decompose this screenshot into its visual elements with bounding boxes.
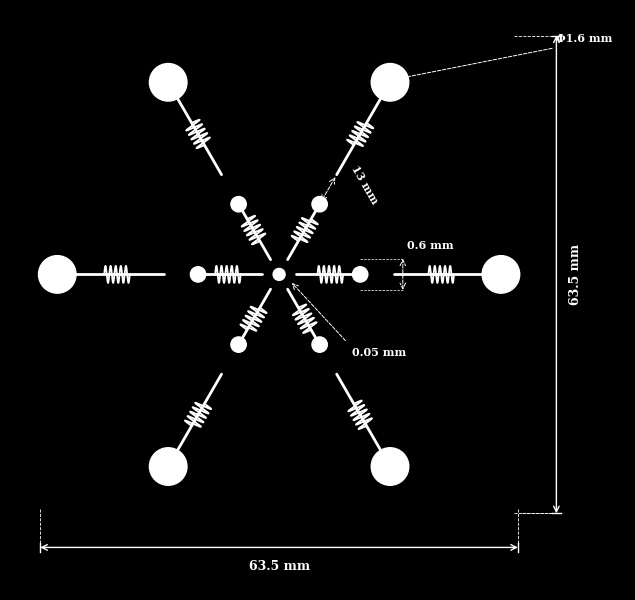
Circle shape [149, 64, 187, 101]
Text: 13 mm: 13 mm [349, 164, 380, 206]
Text: 63.5 mm: 63.5 mm [569, 244, 582, 305]
Circle shape [231, 197, 246, 212]
Circle shape [190, 267, 206, 282]
Circle shape [273, 268, 285, 280]
Circle shape [149, 448, 187, 485]
Circle shape [39, 256, 76, 293]
Circle shape [482, 256, 519, 293]
Text: 0.6 mm: 0.6 mm [407, 239, 454, 251]
Text: 0.05 mm: 0.05 mm [352, 347, 406, 358]
Circle shape [352, 267, 368, 282]
Text: 63.5 mm: 63.5 mm [248, 560, 310, 573]
Circle shape [312, 197, 327, 212]
Circle shape [231, 337, 246, 352]
Circle shape [371, 448, 409, 485]
Text: Φ1.6 mm: Φ1.6 mm [556, 33, 613, 44]
Circle shape [371, 64, 409, 101]
Circle shape [312, 337, 327, 352]
